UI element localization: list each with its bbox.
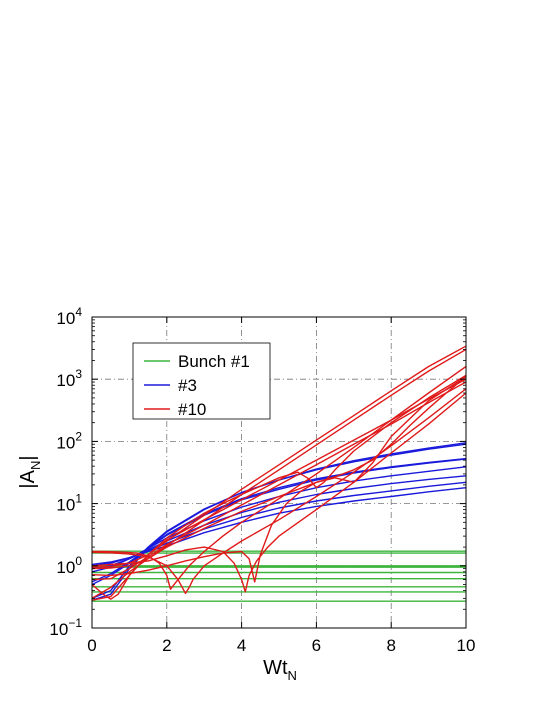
series-layer: [92, 345, 466, 602]
y-tick-exponent: 2: [75, 429, 82, 443]
series-line-20: [92, 381, 466, 581]
y-tick-label: 10−1: [49, 616, 82, 639]
series-line-21: [92, 365, 466, 590]
y-tick-exponent: 1: [75, 492, 82, 506]
x-tick-label: 10: [457, 636, 476, 655]
y-tick-exponent: −1: [68, 616, 82, 630]
legend-label: #3: [178, 376, 197, 395]
y-axis-label: |AN|: [17, 455, 43, 488]
legend-label: Bunch #1: [178, 352, 250, 371]
series-line-25: [92, 374, 466, 600]
y-tick-label: 100: [56, 554, 82, 577]
x-tick-label: 4: [237, 636, 246, 655]
axis-ticks: [91, 316, 467, 629]
x-axis-label: WtN: [263, 657, 297, 683]
x-tick-label: 8: [386, 636, 395, 655]
legend-label: #10: [178, 400, 206, 419]
x-tick-labels: 0 2 4 6 8 10: [87, 636, 475, 655]
series-line-24: [92, 376, 466, 583]
legend-box: [132, 342, 271, 420]
y-tick-base: 10: [56, 371, 75, 390]
y-tick-exponent: 3: [75, 367, 82, 381]
series-line-10: [92, 443, 466, 599]
x-tick-label: 6: [312, 636, 321, 655]
y-tick-base: 10: [56, 309, 75, 328]
y-tick-base: 10: [56, 433, 75, 452]
y-tick-label: 101: [56, 492, 82, 515]
series-line-23: [92, 392, 466, 593]
y-tick-label: 103: [56, 367, 82, 390]
y-tick-base: 10: [49, 620, 68, 639]
series-line-22: [92, 388, 466, 595]
y-tick-base: 10: [56, 558, 75, 577]
legend: Bunch #1 #3 #10: [132, 342, 271, 420]
y-tick-exponent: 0: [75, 554, 82, 568]
y-tick-exponent: 4: [75, 305, 82, 319]
y-tick-base: 10: [56, 496, 75, 515]
series-line-26: [92, 376, 466, 599]
series-line-9: [92, 442, 466, 601]
x-tick-label: 2: [162, 636, 171, 655]
y-tick-label: 102: [56, 429, 82, 452]
y-tick-label: 104: [56, 305, 82, 328]
series-line-14: [92, 475, 466, 570]
plot-frame: [91, 316, 467, 629]
x-tick-label: 0: [87, 636, 96, 655]
